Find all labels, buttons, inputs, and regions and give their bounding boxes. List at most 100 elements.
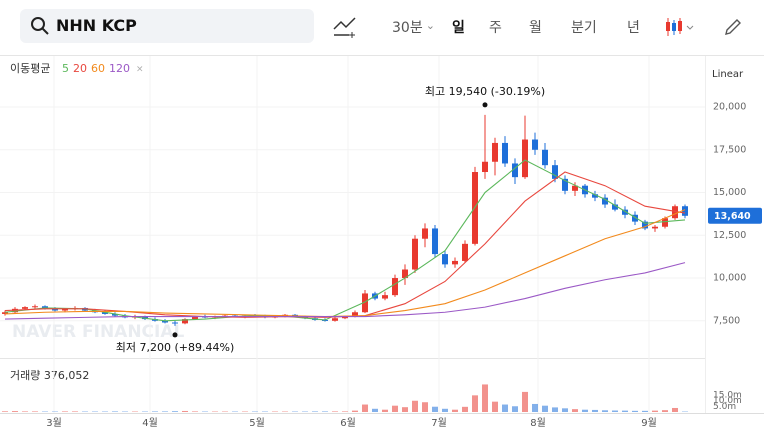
legend-entry: 5 (62, 62, 69, 75)
candle-body (422, 228, 428, 239)
volume-bar (552, 407, 558, 412)
volume-bar (402, 407, 408, 412)
candle-body (412, 238, 418, 270)
volume-bar (562, 408, 568, 412)
candle-body (672, 206, 678, 219)
candle-body (662, 218, 668, 227)
interval-option[interactable]: 30분 ⌄ (392, 19, 435, 36)
interval-option[interactable]: 년 (627, 20, 640, 36)
candle-body (432, 228, 438, 255)
candle-body (362, 293, 368, 313)
y-tick-label: 10,000 (713, 273, 746, 284)
scale-label[interactable]: Linear (712, 69, 744, 80)
price-tag-label: 13,640 (714, 211, 751, 222)
volume-bar (412, 400, 418, 412)
volume-bar (332, 411, 338, 412)
volume-bar (112, 411, 118, 412)
annotation-label: 최저 7,200 (+89.44%) (116, 341, 234, 354)
volume-bar (462, 406, 468, 412)
interval-option[interactable]: 분기 (571, 20, 597, 36)
volume-bar (602, 410, 608, 412)
volume-bar (372, 408, 378, 412)
x-tick-label: 7월 (431, 417, 447, 429)
volume-bar (542, 405, 548, 412)
ma-line (4, 262, 686, 320)
volume-bar (342, 411, 348, 412)
volume-bar (422, 402, 428, 412)
x-tick-label: 4월 (142, 417, 158, 429)
volume-bar (32, 411, 38, 412)
candle-body (62, 308, 68, 311)
candle-body (112, 313, 118, 316)
y-tick-label: 12,500 (713, 230, 746, 241)
x-tick-label: 9월 (641, 417, 657, 429)
drawing-tool-icon[interactable] (333, 15, 359, 39)
candle-body (532, 139, 538, 150)
volume-bar (162, 411, 168, 412)
volume-bar (72, 411, 78, 412)
volume-bar (482, 384, 488, 412)
candle-body (512, 163, 518, 178)
candle-body (572, 185, 578, 191)
search-box[interactable]: NHN KCP (20, 9, 314, 43)
candle-body (172, 322, 178, 324)
volume-bar (152, 411, 158, 412)
candle-body (522, 139, 528, 178)
candle-body (352, 312, 358, 317)
interval-option[interactable]: 일 (452, 20, 465, 36)
candle-body (502, 142, 508, 164)
edit-icon[interactable] (723, 17, 743, 37)
candle-body (612, 204, 618, 210)
candle-body (332, 318, 338, 321)
volume-bar (582, 409, 588, 412)
volume-bar (672, 407, 678, 412)
volume-bar (522, 391, 528, 412)
candle-body (552, 165, 558, 179)
candle-body (592, 194, 598, 198)
volume-bar (442, 408, 448, 412)
volume-bar (382, 409, 388, 412)
x-tick-label: 5월 (249, 417, 265, 429)
x-tick-label: 3월 (46, 417, 62, 429)
volume-bar (642, 410, 648, 412)
candle-body (192, 316, 198, 320)
legend-close-icon: × (136, 65, 144, 75)
volume-bar (62, 411, 68, 412)
candle-body (442, 254, 448, 265)
candle-body (682, 206, 688, 216)
interval-option[interactable]: 월 (529, 20, 542, 36)
candle-body (562, 178, 568, 191)
volume-bar (572, 409, 578, 412)
candle-body (602, 197, 608, 205)
candle-body (642, 221, 648, 229)
interval-option[interactable]: 주 (489, 20, 502, 36)
volume-bar (312, 411, 318, 412)
price-tag (708, 207, 762, 224)
volume-bar (432, 406, 438, 412)
y2-tick-label: 15.0m (713, 390, 742, 400)
chart-type-icon[interactable] (664, 15, 694, 39)
volume-bar (12, 411, 18, 412)
volume-bar (182, 410, 188, 412)
legend-entry: 60 (91, 62, 105, 75)
volume-bar (652, 410, 658, 412)
candle-body (162, 320, 168, 323)
search-text: NHN KCP (56, 16, 137, 35)
volume-bar (512, 406, 518, 412)
volume-bar (22, 411, 28, 412)
volume-bar (492, 401, 498, 412)
candle-body (22, 307, 28, 309)
candle-body (652, 226, 658, 229)
volume-bar (452, 409, 458, 412)
candle-body (392, 278, 398, 296)
candle-body (622, 209, 628, 215)
candle-body (182, 319, 188, 324)
candle-body (102, 312, 108, 314)
y-tick-label: 17,500 (713, 144, 746, 155)
volume-bar (362, 404, 368, 412)
volume-bar (612, 410, 618, 412)
volume-bar (472, 395, 478, 412)
candle-body (542, 149, 548, 166)
x-tick-label: 8월 (530, 417, 546, 429)
